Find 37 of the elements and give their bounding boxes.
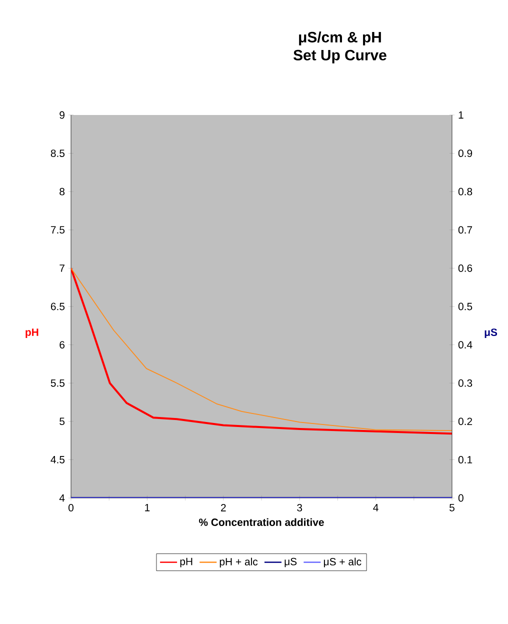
- y-axis-title: pH: [26, 328, 38, 338]
- y2-axis-title: μS: [484, 328, 498, 338]
- y2-tick-label: 0: [458, 494, 464, 502]
- y-tick-label: 7: [60, 264, 64, 272]
- y2-tick-label: 0.7: [458, 226, 472, 234]
- y2-tick-label: 0.1: [458, 456, 472, 464]
- x-tick-label: 1: [145, 504, 150, 512]
- x-tick-label: 3: [297, 504, 302, 512]
- legend-label: pH: [180, 558, 192, 568]
- legend-label: pH + alc: [220, 558, 258, 568]
- x-axis-title: % Concentration additive: [198, 518, 324, 526]
- y2-tick-label: 1: [458, 111, 464, 119]
- y2-tick-label: 0.3: [458, 379, 472, 387]
- x-tick-label: 2: [221, 504, 226, 512]
- y-tick-label: 8.5: [50, 150, 65, 158]
- legend-label: μS + alc: [324, 558, 362, 568]
- x-tick-label: 4: [373, 504, 378, 512]
- chart-title: μS/cm & pH: [299, 32, 381, 46]
- y-tick-label: 6.5: [50, 302, 65, 310]
- y-tick-label: 5: [60, 418, 65, 426]
- y-tick-label: 5.5: [50, 379, 65, 387]
- legend-label: μS: [284, 558, 297, 568]
- chart-subtitle: Set Up Curve: [294, 50, 386, 64]
- y2-tick-label: 0.9: [458, 150, 472, 158]
- y-tick-label: 6: [60, 341, 65, 349]
- y2-tick-label: 0.5: [458, 302, 472, 310]
- x-tick-label: 5: [450, 504, 454, 512]
- y-tick-label: 8: [60, 188, 65, 196]
- y-tick-label: 4: [59, 494, 65, 502]
- y2-tick-label: 0.4: [458, 341, 472, 349]
- y2-tick-label: 0.2: [458, 418, 472, 426]
- y-tick-label: 9: [60, 111, 64, 119]
- y-tick-label: 4.5: [50, 456, 65, 464]
- y-tick-label: 7.5: [50, 226, 65, 234]
- y2-tick-label: 0.8: [458, 188, 472, 196]
- y2-tick-label: 0.6: [458, 264, 472, 272]
- x-tick-label: 0: [68, 504, 74, 512]
